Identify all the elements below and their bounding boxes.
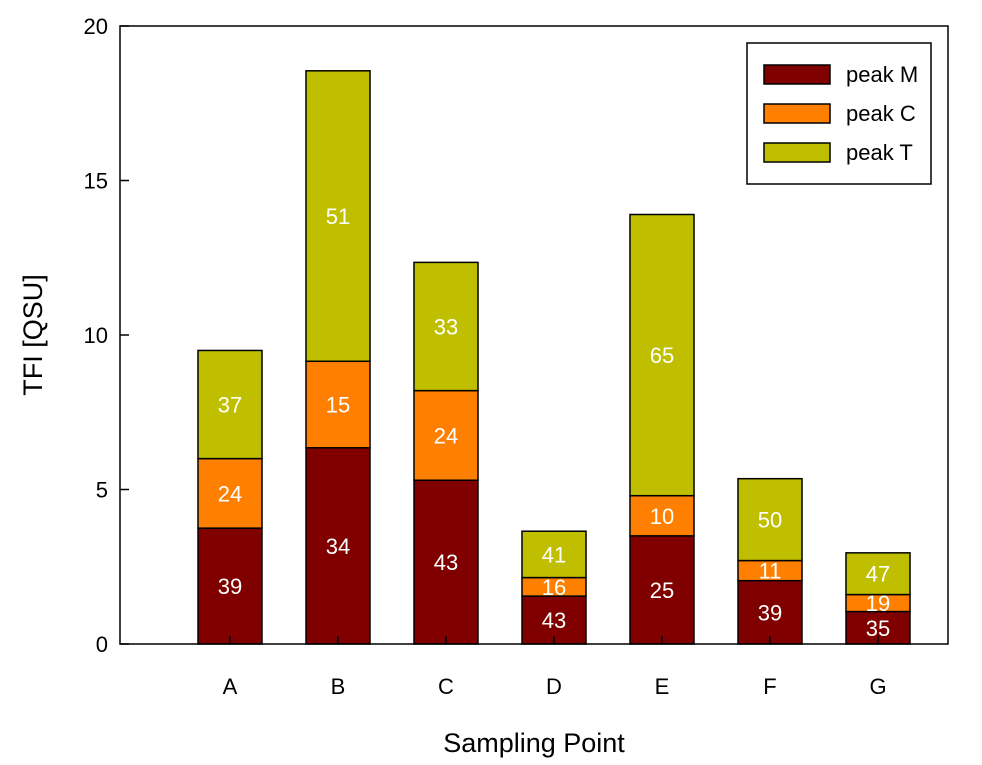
segment-label: 11 [759, 559, 782, 584]
y-tick-label: 20 [84, 14, 108, 39]
y-tick-label: 10 [84, 323, 108, 348]
segment-label: 34 [326, 534, 350, 559]
legend-label: peak T [846, 140, 913, 165]
segment-label: 15 [326, 393, 350, 418]
y-axis-title: TFI [QSU] [18, 274, 48, 396]
segment-label: 50 [758, 508, 782, 533]
segment-label: 41 [542, 542, 566, 567]
bar-C-peak-t [413, 261, 479, 392]
y-tick-label: 15 [84, 169, 108, 194]
segment-label: 47 [866, 562, 890, 587]
segment-label: 24 [434, 423, 458, 448]
segment-label: 37 [218, 393, 242, 418]
segment-label: 16 [542, 575, 566, 600]
segment-label: 65 [650, 343, 674, 368]
bar-E-peak-t [629, 213, 695, 497]
bar-E-peak-c [629, 494, 695, 537]
x-tick-label: A [223, 674, 238, 699]
bar-G-peak-t [845, 552, 911, 596]
segment-label: 51 [326, 204, 350, 229]
segment-label: 39 [218, 574, 242, 599]
legend: peak M peak C peak T [746, 42, 932, 185]
bar-A-peak-t [197, 349, 263, 460]
x-axis: A B C D E F G [223, 636, 887, 699]
bar-D-peak-t [521, 530, 587, 579]
segment-label: 24 [218, 481, 242, 506]
bar-F-peak-m [737, 579, 803, 645]
segment-labels-layer: 3924373415514324334316412510653911503519… [218, 204, 890, 641]
y-tick-label: 5 [96, 478, 108, 503]
x-tick-label: B [331, 674, 346, 699]
x-tick-label: D [546, 674, 562, 699]
bar-B-peak-m [305, 447, 371, 645]
legend-label: peak M [846, 62, 918, 87]
x-tick-label: E [655, 674, 670, 699]
legend-swatch-peak-m [763, 64, 831, 85]
bar-B-peak-c [305, 360, 371, 449]
x-tick-label: C [438, 674, 454, 699]
bar-E-peak-m [629, 535, 695, 645]
y-tick-label: 0 [96, 632, 108, 657]
bar-C-peak-c [413, 389, 479, 481]
y-axis: 0 5 10 15 20 [84, 14, 129, 657]
legend-swatch-peak-t [763, 142, 831, 163]
segment-label: 25 [650, 578, 674, 603]
segment-label: 19 [866, 591, 890, 616]
bar-B-peak-t [305, 70, 371, 363]
segment-label: 39 [758, 600, 782, 625]
legend-label: peak C [846, 101, 916, 126]
x-tick-label: G [869, 674, 886, 699]
bar-A-peak-c [197, 457, 263, 529]
bar-F-peak-t [737, 477, 803, 562]
legend-swatch-peak-c [763, 103, 831, 124]
bars-layer [197, 70, 911, 645]
x-tick-label: F [763, 674, 776, 699]
bar-A-peak-m [197, 527, 263, 645]
segment-label: 10 [650, 504, 674, 529]
segment-label: 33 [434, 315, 458, 340]
segment-label: 43 [434, 550, 458, 575]
x-axis-title: Sampling Point [443, 728, 625, 758]
segment-label: 43 [542, 608, 566, 633]
